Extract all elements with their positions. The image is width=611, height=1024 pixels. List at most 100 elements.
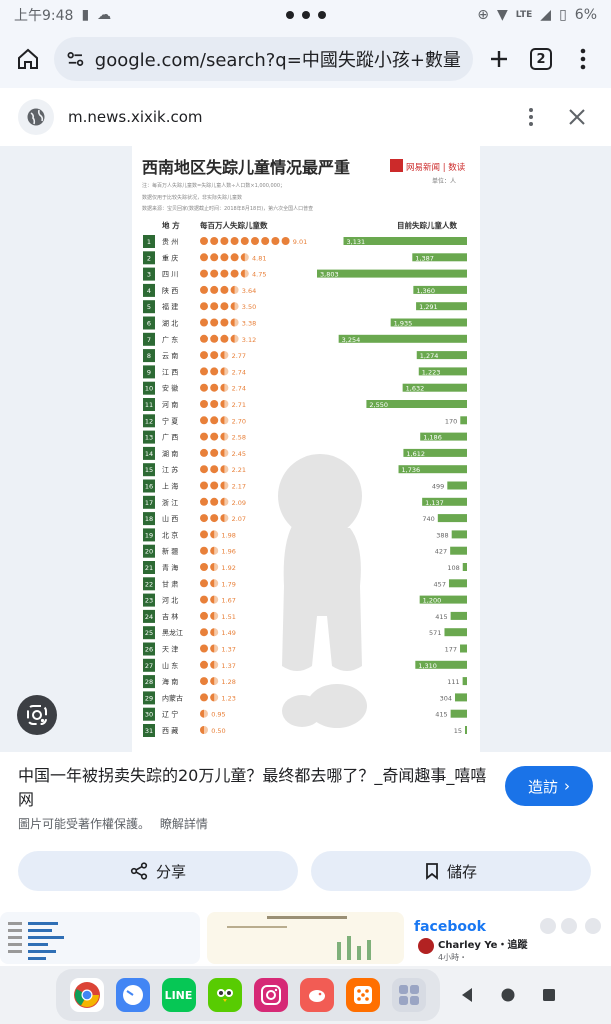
browser-menu-button[interactable] [567, 43, 599, 75]
count-value: 1,360 [416, 287, 435, 295]
region-label: 广 东 [162, 335, 178, 344]
rate-dot [200, 628, 208, 637]
region-label: 重 庆 [162, 253, 178, 262]
line-app-icon[interactable]: LINE [161, 978, 196, 1012]
rank-label: 23 [145, 597, 153, 605]
rate-dot-half [220, 497, 225, 506]
rate-dot [200, 253, 208, 262]
rate-dot [200, 514, 208, 523]
status-bar: 上午9:48 ▮ ☁ ⊕ ▼ LTE ◢ ▯ 6% [0, 0, 611, 30]
bookmark-icon [426, 863, 438, 880]
close-button[interactable] [561, 101, 593, 133]
home-button[interactable] [12, 43, 44, 75]
count-bar [450, 709, 467, 718]
copyright-notice: 圖片可能受著作權保護。 瞭解詳情 [18, 815, 208, 832]
rate-dot [230, 269, 239, 278]
rate-dot [200, 530, 208, 539]
rate-dot [200, 448, 208, 457]
globe-icon [18, 99, 54, 135]
region-label: 陕 西 [162, 286, 178, 295]
rank-label: 4 [147, 287, 151, 295]
rank-box [143, 267, 155, 281]
count-bar [366, 400, 467, 408]
related-image-1[interactable] [0, 912, 200, 964]
duolingo-app-icon[interactable] [207, 978, 242, 1012]
dice-app-icon[interactable] [345, 978, 380, 1012]
app-drawer-icon[interactable] [391, 978, 426, 1012]
rank-label: 22 [145, 580, 153, 588]
learn-more-link[interactable]: 瞭解詳情 [159, 817, 208, 831]
home-nav-icon[interactable] [500, 987, 516, 1003]
recents-icon[interactable] [542, 988, 556, 1002]
infographic-row: 5 福 建 3.50 1,291 [143, 300, 467, 314]
rate-value: 0.50 [211, 727, 225, 735]
rate-dot [200, 302, 208, 311]
rate-dot [271, 237, 280, 245]
share-button[interactable]: 分享 [18, 851, 298, 891]
rate-value: 9.01 [293, 238, 307, 246]
image-preview[interactable]: 西南地区失踪儿童情况最严重 网易新闻 | 数读 单位：人 注：每百万人失踪儿童数… [0, 146, 611, 752]
site-settings-icon[interactable] [66, 49, 85, 69]
count-value: 177 [445, 646, 457, 654]
network-type: LTE [515, 10, 533, 20]
instagram-app-icon[interactable] [253, 978, 288, 1012]
rate-dot-half [220, 465, 225, 474]
window-dots[interactable] [214, 11, 397, 19]
rate-value: 3.38 [242, 320, 256, 328]
count-bar [462, 563, 467, 571]
rate-dot-half [230, 318, 235, 327]
url-text: google.com/search?q=中國失蹤小孩+數量&c [94, 50, 461, 71]
infographic-row: 10 安 徽 2.74 1,632 [143, 381, 467, 395]
rate-dot [230, 253, 239, 262]
infographic-row: 23 河 北 1.67 1,200 [143, 593, 467, 607]
infographic-title: 西南地区失踪儿童情况最严重 [142, 158, 350, 177]
rate-dot-half [220, 416, 225, 425]
infographic-row: 17 浙 江 2.09 1,137 [143, 495, 467, 509]
rank-label: 27 [145, 662, 153, 670]
related-image-3[interactable]: facebook Charley Ye・追蹤 4小時・ [411, 912, 611, 964]
rate-dot-half [210, 595, 215, 604]
region-label: 黑龙江 [162, 628, 183, 637]
copyright-text: 圖片可能受著作權保護。 [18, 817, 151, 831]
rate-value: 0.95 [211, 711, 225, 719]
related-image-2[interactable] [207, 912, 404, 964]
bird-app-icon[interactable] [299, 978, 334, 1012]
rate-value: 1.37 [221, 662, 235, 670]
rank-box [143, 577, 155, 591]
result-title[interactable]: 中国一年被拐卖失踪的20万儿童？最终都去哪了？_奇闻趣事_嘻嘻网 [18, 766, 487, 809]
google-lens-button[interactable] [17, 695, 57, 735]
count-value: 2,550 [369, 401, 388, 409]
count-bar [444, 628, 467, 637]
rank-box [143, 398, 155, 411]
source-domain[interactable]: m.news.xixik.com [68, 108, 203, 126]
infographic-row: 21 青 海 1.92 108 [143, 561, 467, 574]
chrome-app-icon[interactable] [69, 978, 104, 1012]
infographic-row: 2 重 庆 4.81 1,387 [143, 251, 467, 265]
source-menu-button[interactable] [515, 101, 547, 133]
clock-app-icon[interactable] [115, 978, 150, 1012]
tab-switcher-button[interactable]: 2 [525, 43, 557, 75]
new-tab-button[interactable] [483, 43, 515, 75]
rank-label: 16 [145, 483, 153, 491]
region-label: 吉 林 [162, 612, 178, 621]
lens-icon [27, 705, 47, 725]
infographic-row: 26 天 津 1.37 177 [143, 642, 467, 656]
rate-dot [200, 579, 208, 588]
infographic-row: 4 陕 西 3.64 1,360 [143, 283, 467, 297]
rate-dot-half [220, 351, 225, 360]
rank-box [143, 430, 155, 444]
rate-dot [200, 432, 208, 441]
visit-button[interactable]: 造訪 › [505, 766, 593, 806]
rate-dot [200, 465, 208, 474]
app-dock: LINE [55, 969, 440, 1021]
count-bar [402, 383, 467, 392]
count-value: 3,131 [347, 238, 366, 246]
back-icon[interactable] [460, 987, 474, 1003]
rank-box [143, 691, 155, 705]
rank-label: 1 [147, 238, 151, 246]
save-button[interactable]: 儲存 [311, 851, 591, 891]
url-field[interactable]: google.com/search?q=中國失蹤小孩+數量&c [54, 37, 473, 81]
count-value: 388 [436, 531, 448, 539]
rank-label: 13 [145, 434, 153, 442]
cloud-icon: ☁ [97, 7, 112, 23]
